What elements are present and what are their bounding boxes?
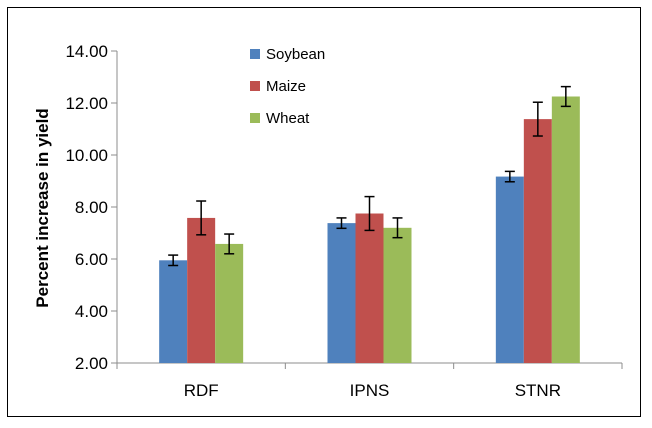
bar-soybean-rdf <box>159 260 188 363</box>
bar-maize-rdf <box>187 217 216 363</box>
y-axis: 2.00 4.00 6.00 8.00 10.00 12.00 14.00 <box>65 42 118 373</box>
legend-swatch-wheat <box>250 113 260 123</box>
y-tick-label: 6.00 <box>75 250 108 269</box>
bar-wheat-rdf <box>215 243 244 363</box>
x-tick-label: IPNS <box>350 381 390 400</box>
legend-swatch-soybean <box>250 49 260 59</box>
legend-label-maize: Maize <box>266 78 306 95</box>
y-tick-label: 8.00 <box>75 198 108 217</box>
x-tick-label: RDF <box>184 381 219 400</box>
y-tick-label: 2.00 <box>75 354 108 373</box>
y-tick-label: 10.00 <box>65 146 108 165</box>
bar-maize-stnr <box>523 119 552 364</box>
y-tick-label: 14.00 <box>65 42 108 61</box>
legend-label-soybean: Soybean <box>266 46 325 63</box>
error-bars <box>168 85 571 267</box>
bar-wheat-ipns <box>383 227 412 363</box>
y-tick-label: 12.00 <box>65 94 108 113</box>
x-axis: RDF IPNS STNR <box>116 362 623 400</box>
bar-soybean-ipns <box>327 223 356 363</box>
y-tick-label: 4.00 <box>75 302 108 321</box>
legend-label-wheat: Wheat <box>266 110 310 127</box>
bar-soybean-stnr <box>495 176 524 363</box>
y-axis-label: Percent increase in yield <box>33 108 52 307</box>
legend: Soybean Maize Wheat <box>250 46 325 127</box>
legend-swatch-maize <box>250 81 260 91</box>
bars <box>159 96 580 364</box>
bar-maize-ipns <box>355 213 384 363</box>
bar-wheat-stnr <box>551 96 580 363</box>
x-tick-label: STNR <box>515 381 561 400</box>
